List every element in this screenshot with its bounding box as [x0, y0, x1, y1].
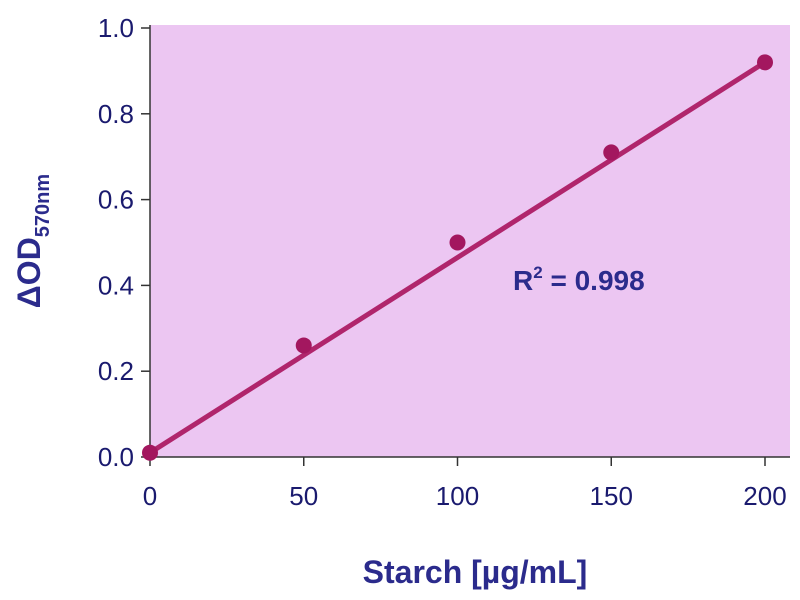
r-squared-base: R — [513, 265, 533, 296]
r-squared-value: = 0.998 — [543, 265, 645, 296]
data-point — [603, 144, 620, 161]
y-tick-label: 0.4 — [98, 270, 134, 300]
y-tick-label: 0.6 — [98, 185, 134, 215]
data-point — [295, 337, 312, 354]
x-axis-title: Starch [µg/mL] — [363, 554, 588, 590]
y-axis-title-main: ΔOD — [11, 237, 47, 308]
axis-ticks: 0.0 0.2 0.4 0.6 0.8 1.0 0 50 100 150 200 — [98, 13, 787, 511]
x-tick-label: 150 — [590, 481, 633, 511]
r-squared-superscript: 2 — [533, 263, 542, 282]
y-tick-label: 0.0 — [98, 442, 134, 472]
y-tick-label: 1.0 — [98, 13, 134, 43]
y-tick-label: 0.8 — [98, 99, 134, 129]
data-points — [142, 54, 773, 461]
y-tick-label: 0.2 — [98, 356, 134, 386]
fit-line — [147, 59, 768, 456]
x-tick-label: 200 — [743, 481, 786, 511]
y-axis-title: ΔOD570nm — [11, 174, 54, 308]
r-squared-annotation: R2 = 0.998 — [513, 263, 645, 296]
axes — [149, 25, 790, 458]
x-tick-label: 50 — [289, 481, 318, 511]
data-point — [142, 444, 158, 461]
y-axis-title-subscript: 570nm — [32, 174, 54, 237]
data-point — [757, 54, 773, 71]
x-tick-label: 0 — [143, 481, 157, 511]
x-tick-label: 100 — [436, 481, 479, 511]
data-point — [449, 234, 466, 251]
